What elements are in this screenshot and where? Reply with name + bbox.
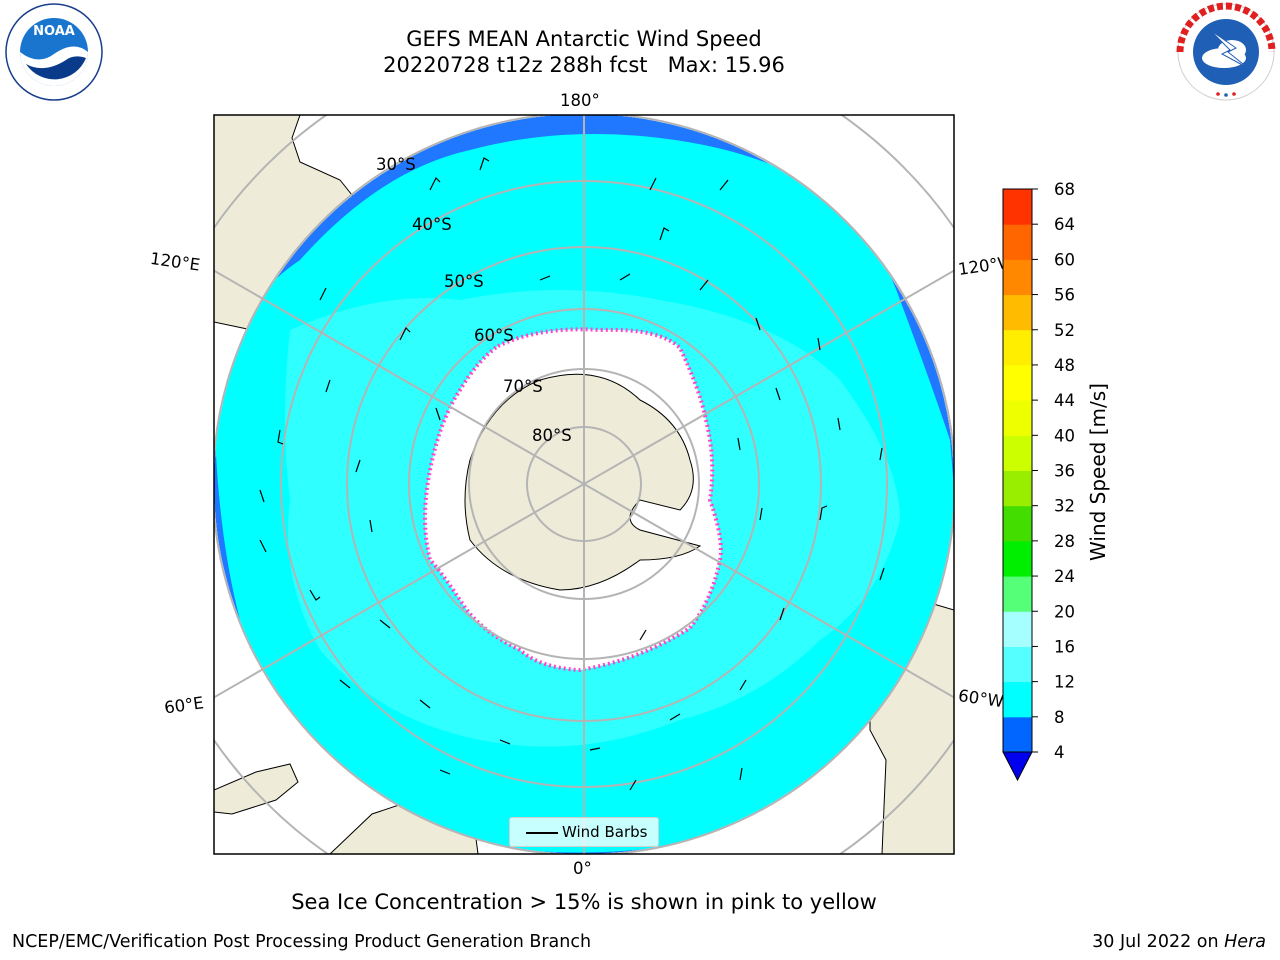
lat-label-40s: 40°S [412, 215, 452, 234]
colorbar-cell [1003, 470, 1032, 507]
colorbar-tick-label: 52 [1054, 321, 1075, 340]
colorbar-extend-arrow [1002, 751, 1033, 782]
colorbar-tick-label: 20 [1054, 602, 1075, 621]
lon-label-bottom: 0° [573, 859, 592, 878]
colorbar-tick-label: 4 [1054, 743, 1065, 762]
svg-text:NOAA: NOAA [33, 24, 75, 39]
colorbar-tick-label: 68 [1054, 180, 1075, 199]
colorbar-cell [1003, 189, 1032, 225]
colorbar-cell [1003, 505, 1032, 542]
colorbar-cell [1003, 435, 1032, 471]
colorbar-cell [1003, 224, 1032, 260]
chart-title: GEFS MEAN Antarctic Wind Speed 20220728 t… [284, 26, 884, 78]
colorbar-cell [1003, 294, 1032, 331]
colorbar-tick-label: 36 [1054, 462, 1075, 481]
colorbar-tick-label: 24 [1054, 567, 1075, 586]
footer-machine: Hera [1224, 932, 1266, 952]
lat-label-80s: 80°S [532, 426, 572, 445]
title-line-2: 20220728 t12z 288h fcst Max: 15.96 [383, 53, 785, 77]
noaa-logo-icon: NOAA [5, 3, 103, 101]
lat-label-50s: 50°S [444, 272, 484, 291]
lon-label-left-upper: 120°E [149, 249, 201, 275]
graticule [214, 115, 954, 854]
lat-label-60s: 60°S [474, 326, 514, 345]
sea-ice-caption: Sea Ice Concentration > 15% is shown in … [291, 890, 877, 914]
colorbar-label: Wind Speed [m/s] [1086, 383, 1110, 561]
colorbar-cell [1003, 329, 1032, 366]
map-frame [213, 114, 955, 855]
colorbar-cell [1003, 611, 1032, 647]
footer-credit: NCEP/EMC/Verification Post Processing Pr… [12, 932, 592, 952]
wind-barb-legend-line [526, 832, 558, 834]
colorbar-tick-label: 12 [1054, 673, 1075, 692]
colorbar-cell [1003, 259, 1032, 296]
wind-barbs-legend-label: Wind Barbs [562, 823, 648, 841]
colorbar-tick-label: 64 [1054, 215, 1075, 234]
nws-logo-icon [1176, 2, 1276, 101]
colorbar-tick-label: 48 [1054, 356, 1075, 375]
colorbar-tick-label: 44 [1054, 391, 1075, 410]
title-line-1: GEFS MEAN Antarctic Wind Speed [406, 27, 762, 51]
colorbar-tick-label: 60 [1054, 250, 1075, 269]
colorbar-cell [1003, 716, 1032, 753]
madagascar-landmass [214, 763, 299, 815]
colorbar-tick-label: 8 [1054, 708, 1065, 727]
colorbar-cell [1003, 540, 1032, 577]
colorbar-cell [1003, 576, 1032, 612]
colorbar-tick-label: 40 [1054, 426, 1075, 445]
footer-date: 30 Jul 2022 on Hera [1092, 932, 1266, 952]
lat-label-30s: 30°S [376, 155, 416, 174]
colorbar-cell [1003, 681, 1032, 718]
wind-barbs [259, 157, 885, 791]
colorbar-cell [1003, 400, 1032, 436]
wind-barbs-legend: Wind Barbs [509, 817, 659, 847]
colorbar-tick-label: 56 [1054, 286, 1075, 305]
colorbar-tick-label: 16 [1054, 637, 1075, 656]
lon-label-right-lower: 60°W [957, 686, 1005, 711]
lon-label-top: 180° [560, 91, 600, 110]
colorbar-cells [1003, 189, 1032, 753]
colorbar-cell [1003, 364, 1032, 401]
colorbar-cell [1003, 646, 1032, 683]
lon-label-left-lower: 60°E [163, 693, 205, 717]
footer-date-text: 30 Jul 2022 on [1092, 932, 1225, 952]
colorbar-tick-label: 28 [1054, 532, 1075, 551]
colorbar-tick-label: 32 [1054, 497, 1075, 516]
lat-label-70s: 70°S [503, 377, 543, 396]
